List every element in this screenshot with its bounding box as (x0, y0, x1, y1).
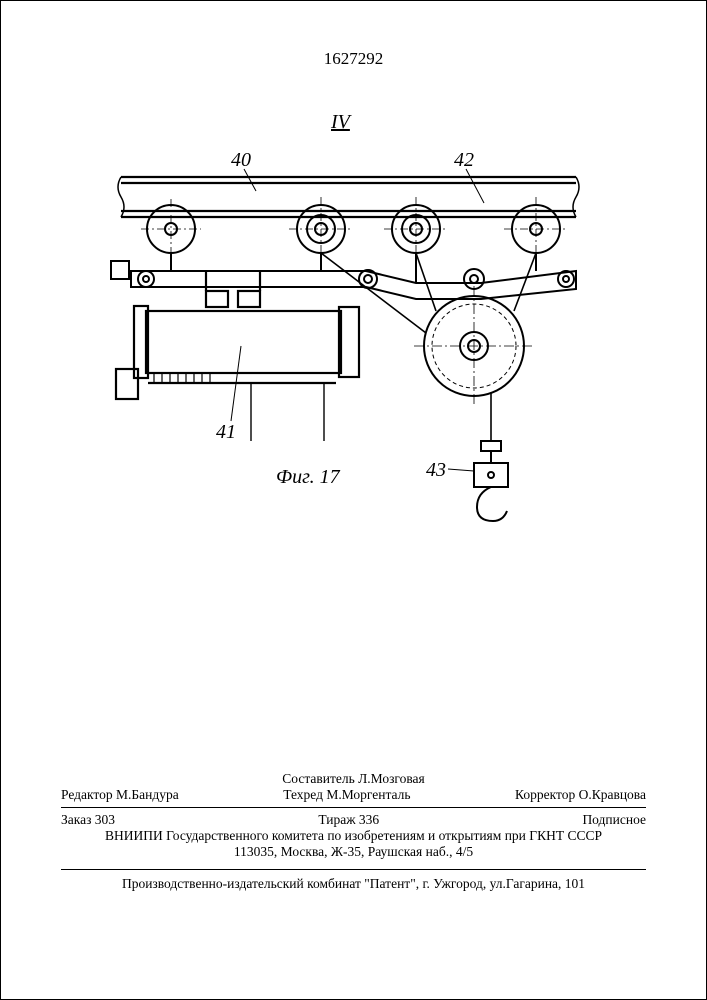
order-number: Заказ 303 (61, 812, 115, 828)
credits-block: Составитель Л.Мозговая Редактор М.Бандур… (61, 771, 646, 860)
figure-drawing (76, 111, 636, 531)
divider-1 (61, 807, 646, 808)
techred: Техред М.Моргенталь (283, 787, 410, 803)
figure-caption: Фиг. 17 (276, 466, 340, 489)
ref-42: 42 (454, 149, 474, 172)
org-line-1: ВНИИПИ Государственного комитета по изоб… (61, 828, 646, 844)
subscription: Подписное (582, 812, 646, 828)
producer-line: Производственно-издательский комбинат "П… (61, 869, 646, 892)
page: 1627292 IV 40 42 41 43 Фиг. 17 (0, 0, 707, 1000)
ref-40: 40 (231, 149, 251, 172)
circulation: Тираж 336 (318, 812, 379, 828)
ref-41: 41 (216, 421, 236, 444)
view-label: IV (331, 111, 350, 134)
corrector: Корректор О.Кравцова (515, 787, 646, 803)
compiler: Составитель Л.Мозговая (61, 771, 646, 787)
editor: Редактор М.Бандура (61, 787, 179, 803)
figure-17: IV 40 42 41 43 Фиг. 17 (76, 111, 636, 531)
org-line-2: 113035, Москва, Ж-35, Раушская наб., 4/5 (61, 844, 646, 860)
ref-43: 43 (426, 459, 446, 482)
patent-number: 1627292 (1, 49, 706, 69)
